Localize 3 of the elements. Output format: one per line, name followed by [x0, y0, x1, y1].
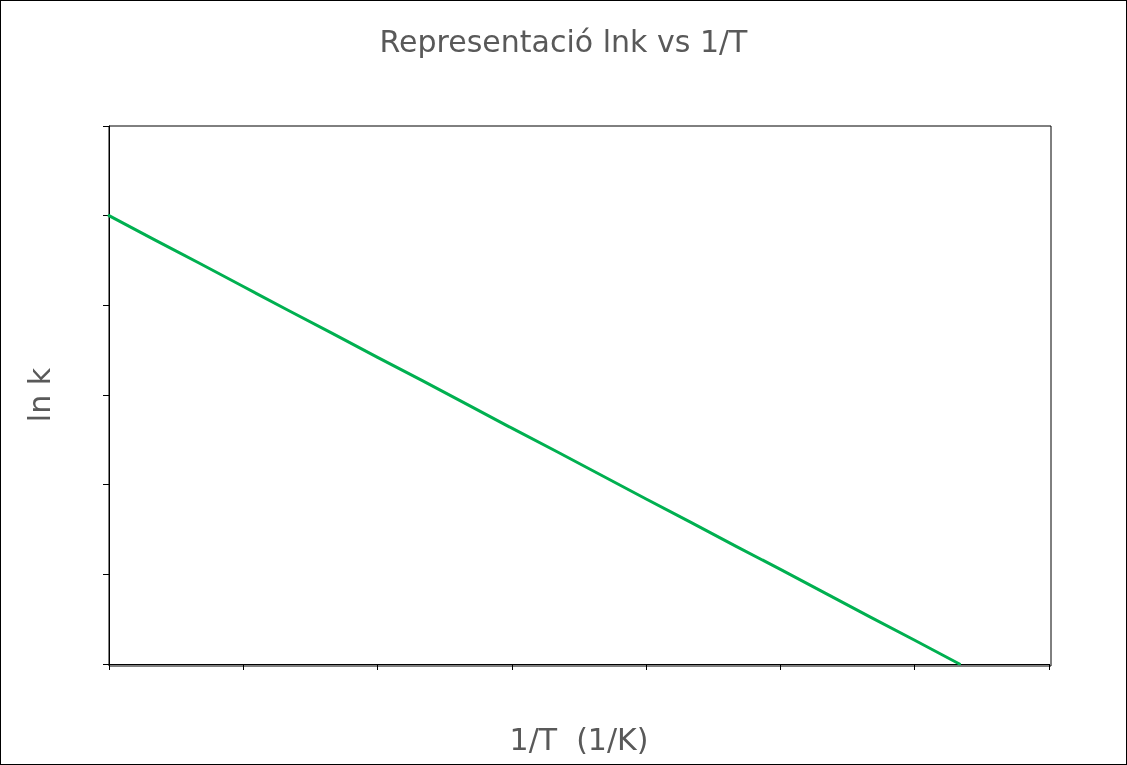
chart-title: Representació lnk vs 1/T: [379, 23, 749, 59]
x-axis-title: 1/T (1/K): [509, 721, 649, 757]
y-axis-title: ln k: [21, 367, 57, 423]
